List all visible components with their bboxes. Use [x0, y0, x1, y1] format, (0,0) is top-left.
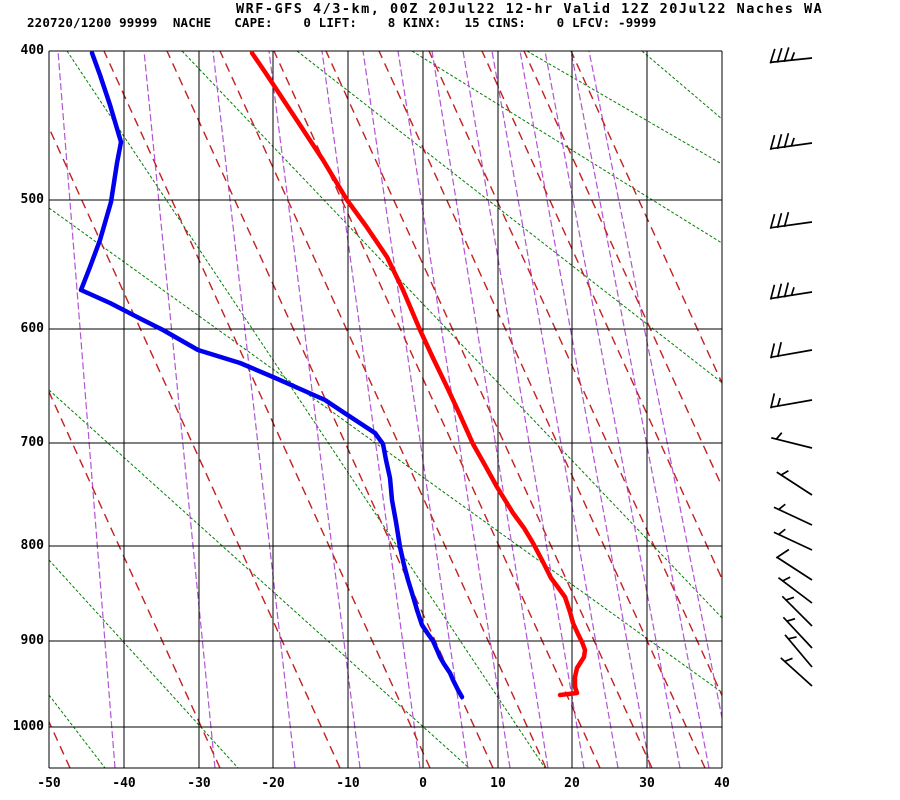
chart-title: WRF-GFS 4/3-km, 00Z 20Jul22 12-hr Valid … — [236, 1, 824, 17]
wind-barb — [769, 47, 813, 64]
purple-mixing-ratio-lines-line — [268, 51, 361, 768]
purple-mixing-ratio-lines — [57, 51, 722, 768]
pressure-axis-label-700: 700 — [20, 435, 44, 450]
temp-axis-label--30: -30 — [187, 776, 211, 791]
purple-mixing-ratio-lines-line — [57, 51, 116, 768]
temp-axis-label-30: 30 — [639, 776, 655, 791]
temp-axis-label--10: -10 — [336, 776, 360, 791]
grid-lines — [48, 50, 723, 769]
purple-mixing-ratio-lines-line — [588, 51, 722, 721]
chart-subtitle-indices: 220720/1200 99999 NACHE CAPE: 0 LIFT: 8 … — [27, 15, 657, 30]
wind-barb — [780, 657, 813, 687]
temp-axis-label--50: -50 — [37, 776, 61, 791]
wind-barb — [769, 211, 813, 230]
red-moist-adiabat-lines-line — [166, 51, 494, 768]
purple-mixing-ratio-lines-line — [544, 51, 681, 768]
purple-mixing-ratio-lines-line — [462, 51, 585, 768]
red-moist-adiabat-lines — [49, 51, 722, 768]
green-adiabat-lines-line — [49, 389, 470, 768]
red-moist-adiabat-lines-line — [523, 51, 722, 489]
purple-mixing-ratio-lines-line — [570, 51, 710, 768]
red-moist-adiabat-lines-line — [325, 51, 653, 768]
green-adiabat-lines-line — [66, 51, 546, 768]
wind-barb — [784, 634, 813, 668]
red-moist-adiabat-lines-line — [103, 51, 431, 768]
green-adiabat-lines-line — [296, 51, 722, 384]
purple-mixing-ratio-lines-line — [143, 51, 216, 768]
wind-barb — [777, 576, 813, 604]
wind-barb — [769, 132, 813, 151]
red-moist-adiabat-lines-line — [49, 390, 221, 768]
temp-axis-label-10: 10 — [490, 776, 506, 791]
green-adiabat-lines-line — [49, 694, 106, 768]
temp-axis-label--20: -20 — [261, 776, 285, 791]
red-moist-adiabat-lines-line — [273, 51, 601, 768]
temperature-trace — [249, 50, 588, 698]
red-moist-adiabat-lines-line — [481, 51, 722, 581]
temp-axis-label--40: -40 — [112, 776, 136, 791]
pressure-axis-label-800: 800 — [20, 538, 44, 553]
purple-mixing-ratio-lines-line — [491, 51, 619, 768]
purple-mixing-ratio-lines-line — [397, 51, 511, 768]
red-moist-adiabat-lines-line — [378, 51, 706, 768]
red-moist-adiabat-lines-line — [428, 51, 722, 698]
pressure-axis-label-600: 600 — [20, 321, 44, 336]
green-adiabat-lines-line — [49, 207, 722, 694]
purple-mixing-ratio-lines-line — [212, 51, 296, 768]
purple-mixing-ratio-lines-line — [519, 51, 651, 768]
wind-barb — [769, 282, 813, 300]
wind-barb — [773, 503, 813, 526]
pressure-axis-label-500: 500 — [20, 192, 44, 207]
temp-axis-label-0: 0 — [419, 776, 427, 791]
red-moist-adiabat-lines-line — [570, 51, 722, 385]
wind-barb — [769, 393, 813, 409]
pressure-axis-label-1000: 1000 — [12, 719, 44, 734]
purple-mixing-ratio-lines-line — [431, 51, 549, 768]
purple-mixing-ratio-lines-line — [321, 51, 421, 768]
wind-barb — [775, 548, 813, 581]
red-moist-adiabat-lines-line — [49, 126, 341, 768]
temp-axis-label-20: 20 — [564, 776, 580, 791]
wind-barb — [782, 616, 813, 649]
wind-barb — [769, 342, 813, 359]
dewpoint-trace — [78, 50, 465, 700]
purple-mixing-ratio-lines-line — [362, 51, 469, 768]
wind-barb — [771, 432, 813, 449]
wind-barb — [781, 595, 813, 627]
green-adiabat-lines-line — [641, 51, 722, 120]
pressure-axis-label-400: 400 — [20, 43, 44, 58]
green-adiabat-lines-line — [49, 559, 239, 768]
temp-axis-label-40: 40 — [714, 776, 730, 791]
pressure-axis-label-900: 900 — [20, 633, 44, 648]
red-moist-adiabat-lines-line — [49, 720, 71, 768]
wind-barb — [776, 470, 813, 496]
green-adiabat-lines-line — [411, 51, 722, 244]
wind-barb — [773, 528, 813, 551]
red-moist-adiabat-lines-line — [219, 51, 547, 768]
